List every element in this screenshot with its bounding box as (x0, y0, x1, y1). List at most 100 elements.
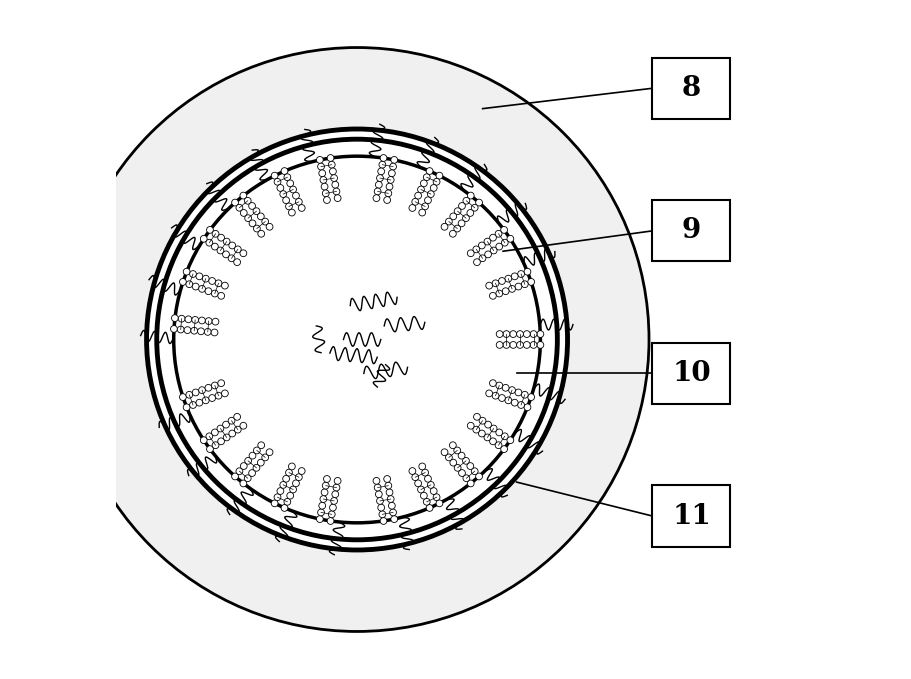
Circle shape (412, 474, 419, 481)
Circle shape (228, 255, 235, 261)
Circle shape (334, 195, 341, 202)
Circle shape (319, 502, 325, 509)
Circle shape (434, 179, 440, 185)
Circle shape (174, 156, 540, 523)
Circle shape (503, 331, 510, 337)
Circle shape (271, 172, 278, 179)
Circle shape (436, 500, 443, 507)
Circle shape (211, 382, 219, 389)
Circle shape (205, 318, 212, 325)
Circle shape (322, 190, 329, 197)
Circle shape (212, 318, 219, 325)
Circle shape (319, 170, 325, 177)
Circle shape (179, 278, 187, 285)
Circle shape (489, 438, 496, 445)
Circle shape (281, 504, 288, 511)
Circle shape (391, 516, 397, 523)
Circle shape (234, 426, 241, 433)
Circle shape (386, 183, 393, 190)
Circle shape (421, 492, 427, 499)
Circle shape (476, 473, 483, 480)
Circle shape (426, 168, 433, 175)
Circle shape (458, 202, 466, 209)
Circle shape (496, 382, 503, 389)
Circle shape (463, 198, 470, 204)
Circle shape (290, 486, 296, 493)
Circle shape (284, 498, 291, 505)
Circle shape (496, 230, 502, 237)
Circle shape (185, 316, 192, 323)
Circle shape (327, 517, 334, 524)
Circle shape (486, 390, 493, 397)
Circle shape (330, 168, 336, 175)
FancyBboxPatch shape (652, 485, 731, 547)
Circle shape (212, 230, 219, 237)
Circle shape (496, 342, 503, 348)
Circle shape (209, 394, 216, 401)
Circle shape (228, 418, 235, 424)
Circle shape (211, 243, 219, 250)
Circle shape (424, 498, 430, 505)
Circle shape (253, 208, 260, 215)
Circle shape (445, 454, 452, 461)
Circle shape (501, 433, 508, 440)
Circle shape (221, 390, 229, 397)
Circle shape (331, 175, 337, 181)
Circle shape (322, 482, 329, 489)
Circle shape (530, 331, 537, 337)
Circle shape (441, 449, 448, 456)
Circle shape (186, 391, 193, 398)
Circle shape (426, 504, 433, 511)
Circle shape (333, 484, 340, 491)
Circle shape (496, 331, 503, 337)
Circle shape (333, 188, 340, 195)
Circle shape (229, 242, 236, 249)
Circle shape (261, 218, 269, 225)
Circle shape (202, 275, 210, 282)
Circle shape (236, 468, 243, 475)
Circle shape (490, 247, 497, 254)
Circle shape (391, 156, 397, 163)
Circle shape (378, 168, 384, 175)
Circle shape (234, 259, 241, 265)
Circle shape (218, 234, 224, 241)
Circle shape (471, 468, 478, 475)
Circle shape (292, 192, 300, 199)
Circle shape (218, 293, 225, 299)
Circle shape (320, 177, 327, 183)
Circle shape (479, 418, 486, 424)
Circle shape (274, 494, 281, 500)
Circle shape (508, 285, 516, 292)
Circle shape (190, 327, 198, 334)
Circle shape (454, 225, 461, 232)
Text: 11: 11 (672, 502, 711, 530)
Circle shape (211, 329, 218, 336)
Circle shape (441, 223, 448, 230)
Circle shape (212, 442, 219, 449)
Circle shape (385, 482, 392, 489)
Circle shape (374, 195, 380, 202)
Circle shape (501, 239, 508, 246)
FancyBboxPatch shape (652, 200, 731, 261)
Circle shape (524, 342, 530, 348)
Circle shape (253, 225, 261, 232)
Circle shape (419, 209, 425, 216)
Circle shape (258, 442, 264, 449)
Circle shape (517, 401, 525, 408)
Circle shape (282, 197, 290, 204)
Circle shape (234, 414, 241, 420)
Circle shape (186, 281, 193, 288)
Circle shape (490, 425, 497, 432)
Circle shape (277, 185, 284, 191)
Circle shape (183, 404, 190, 411)
Circle shape (241, 210, 247, 217)
Circle shape (422, 469, 428, 476)
Circle shape (170, 325, 178, 332)
Circle shape (424, 174, 430, 181)
Circle shape (478, 242, 486, 249)
Circle shape (467, 210, 474, 217)
Circle shape (200, 437, 207, 443)
Circle shape (258, 230, 264, 237)
Circle shape (204, 329, 211, 335)
Circle shape (498, 394, 506, 401)
